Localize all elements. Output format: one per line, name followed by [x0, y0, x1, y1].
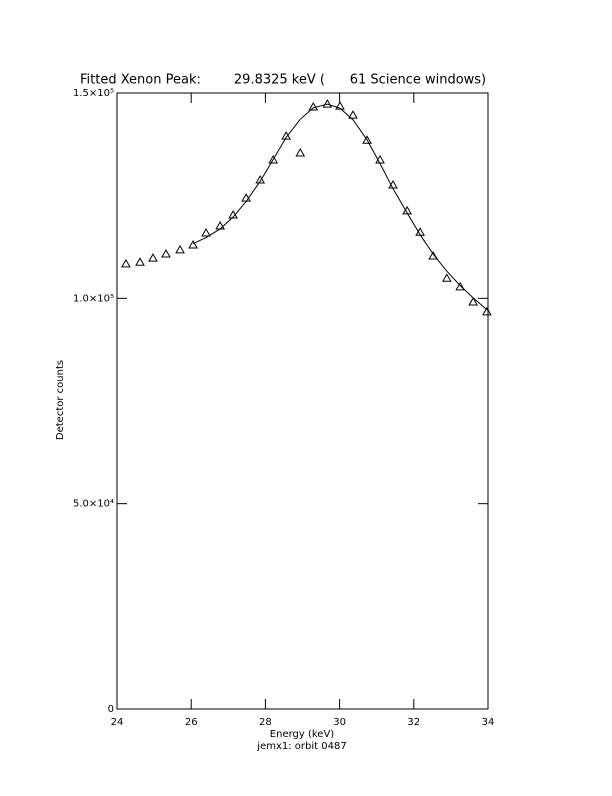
data-point	[215, 221, 225, 230]
x-tick-label: 26	[185, 717, 198, 728]
data-point	[335, 101, 345, 110]
data-point	[281, 131, 292, 140]
plot-frame	[116, 92, 489, 710]
y-tick-label: 0	[108, 704, 114, 715]
fit-line	[192, 103, 489, 312]
x-tick-label: 24	[111, 717, 124, 728]
data-point	[201, 228, 211, 237]
data-point	[161, 248, 171, 258]
data-point	[455, 281, 466, 291]
data-point	[428, 251, 438, 260]
y-tick-label: 1.0×10⁵	[73, 293, 114, 304]
footer: jemx1: orbit 0487	[256, 741, 346, 752]
data-point	[135, 257, 145, 266]
data-point	[362, 135, 372, 144]
data-point	[388, 179, 398, 189]
data-point	[188, 239, 198, 249]
y-tick-label: 1.5×10⁵	[73, 88, 114, 99]
y-tick-label: 5.0×10⁴	[73, 499, 114, 510]
data-point	[441, 273, 452, 282]
data-point	[308, 101, 319, 111]
data-point	[322, 99, 333, 108]
data-point	[295, 147, 306, 157]
data-point	[482, 306, 492, 316]
data-point	[348, 110, 358, 119]
x-tick-label: 28	[259, 717, 272, 728]
x-tick-label: 32	[407, 717, 420, 728]
x-tick-label: 30	[333, 717, 346, 728]
data-point	[175, 244, 185, 254]
data-point	[255, 175, 266, 184]
data-point	[148, 253, 158, 262]
x-axis-label: Energy (keV)	[270, 729, 335, 740]
data-point	[268, 154, 279, 164]
chart-title: Fitted Xenon Peak: 29.8325 keV ( 61 Scie…	[80, 73, 486, 88]
data-point	[121, 258, 131, 268]
y-axis-label: Detector counts	[55, 360, 66, 440]
data-point	[468, 297, 479, 306]
x-tick-label: 34	[482, 717, 495, 728]
